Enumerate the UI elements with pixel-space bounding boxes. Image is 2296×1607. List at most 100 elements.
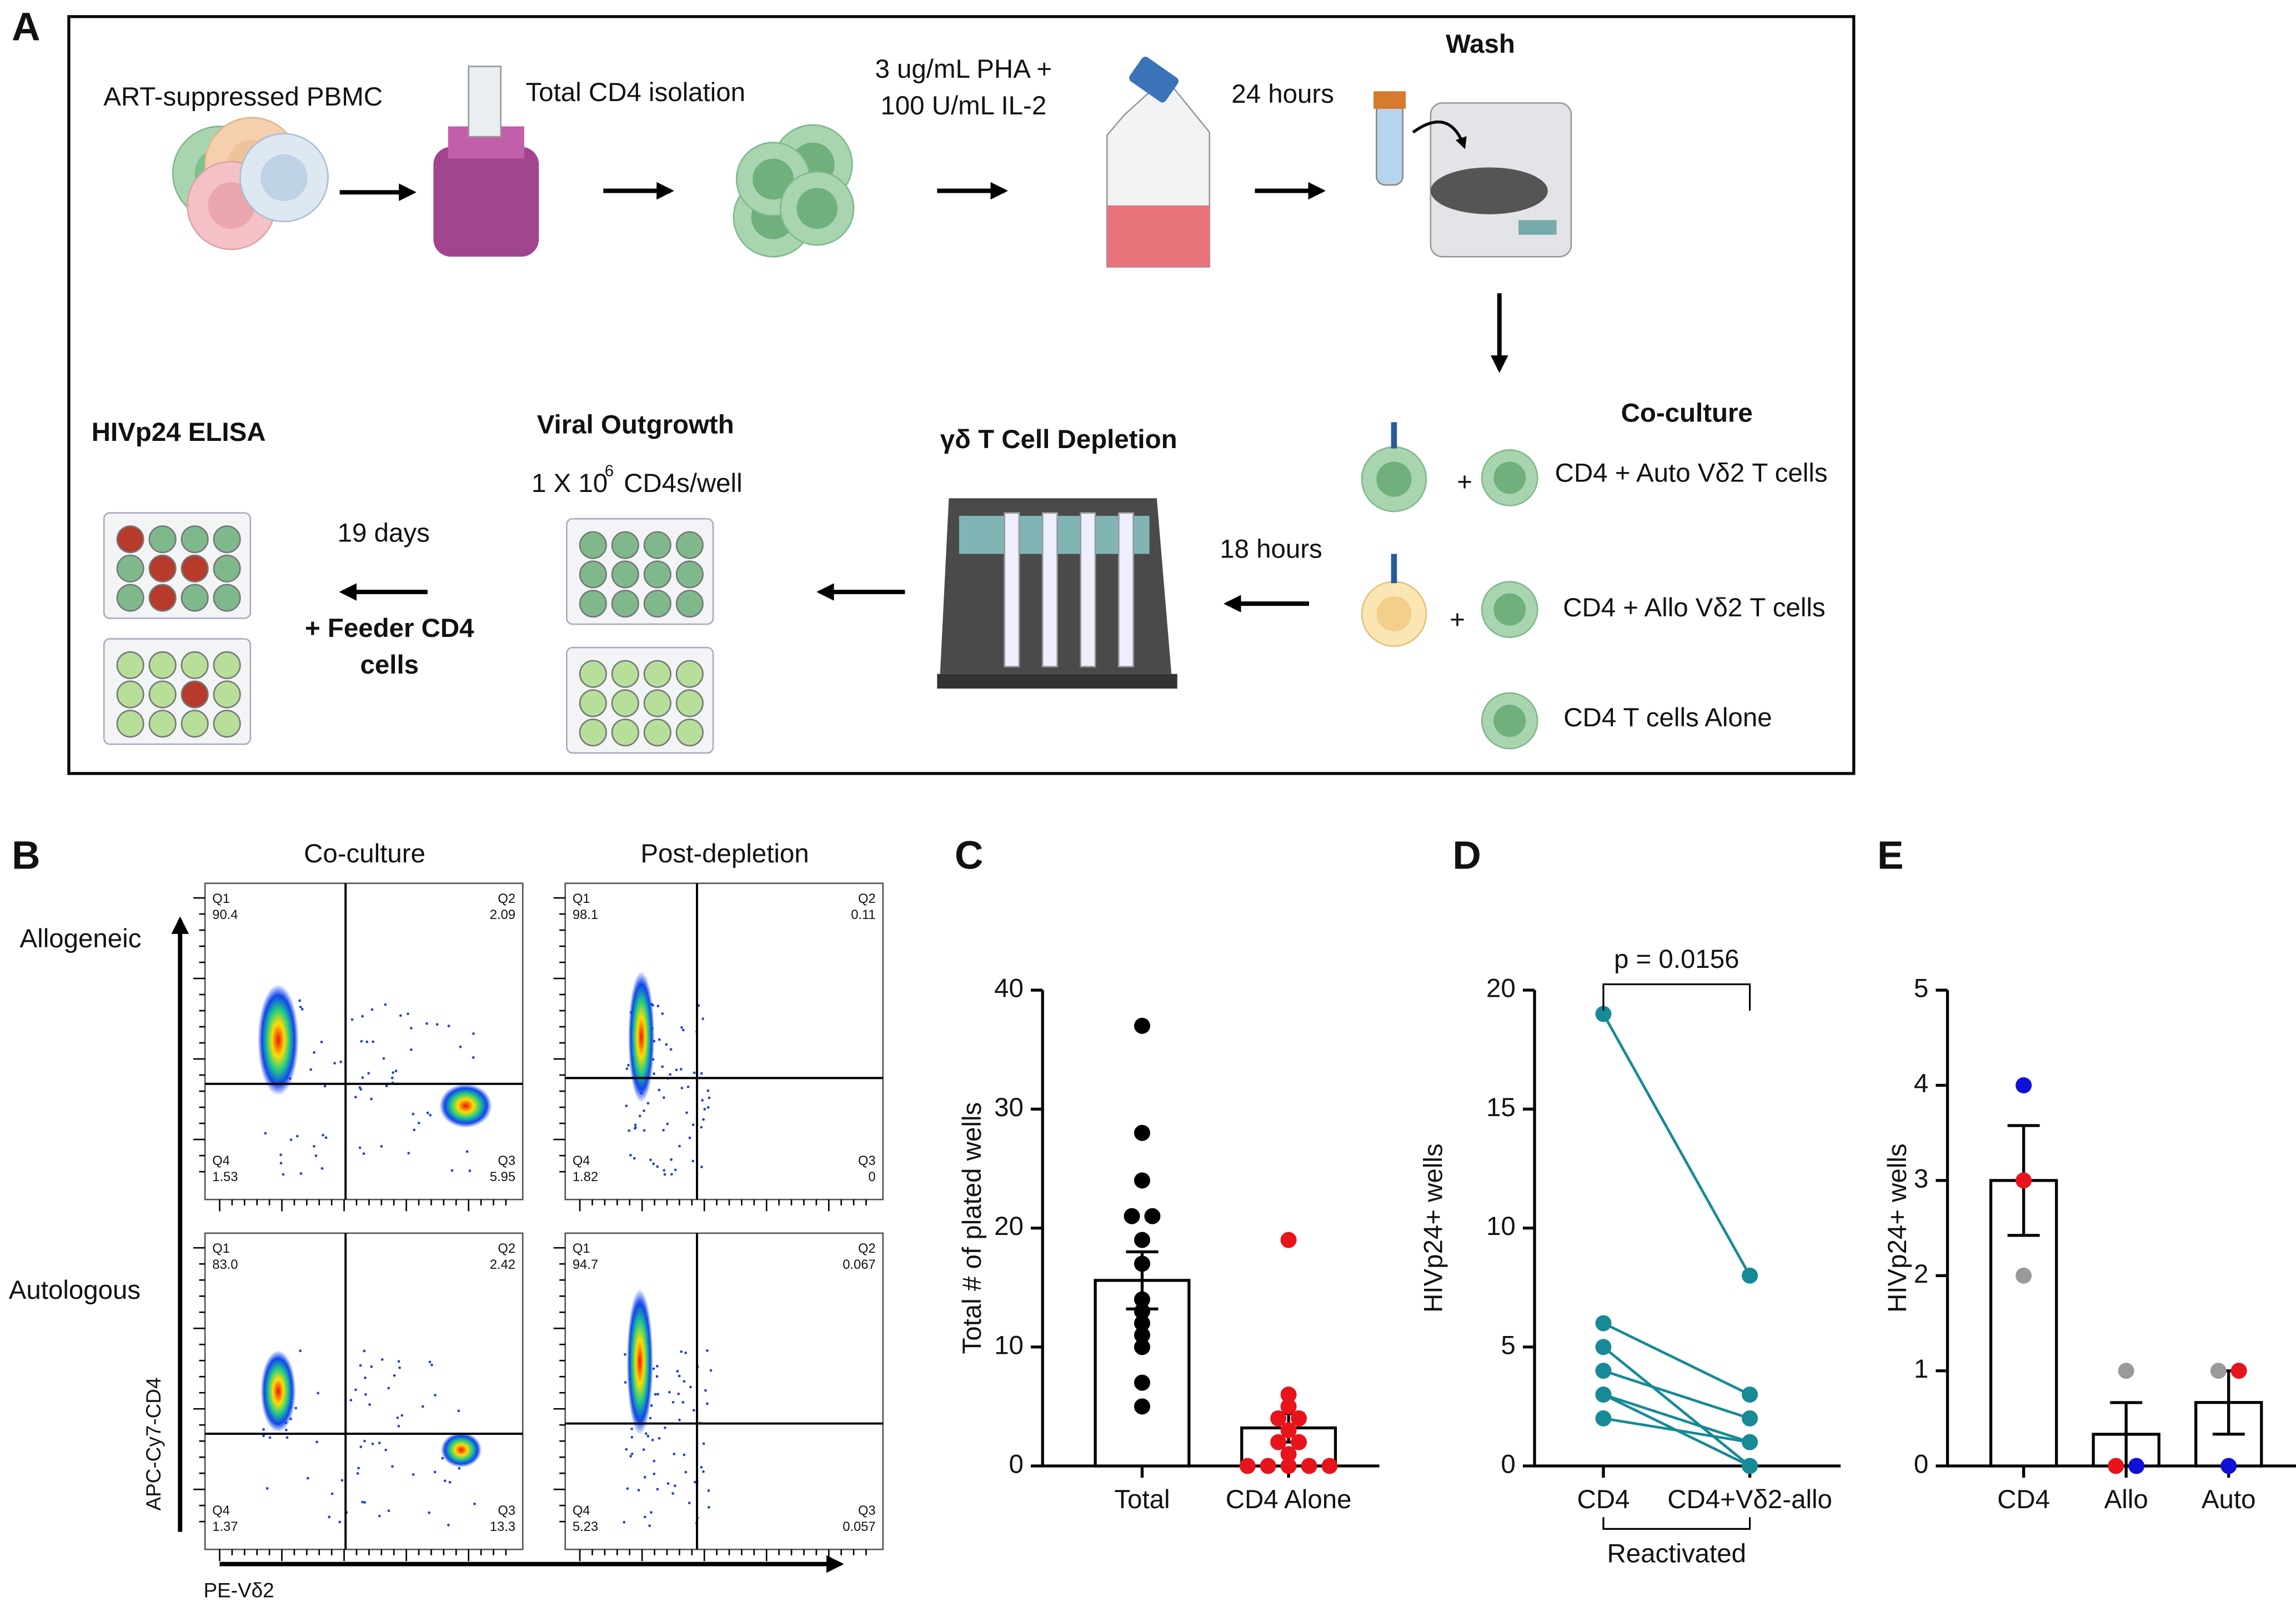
event: [299, 1006, 302, 1008]
data-point: [1291, 1434, 1307, 1450]
panel-label: A: [12, 5, 40, 49]
well: [579, 560, 607, 589]
data-point: [1280, 1232, 1297, 1248]
step-label: 3 ug/mL PHA +: [875, 54, 1052, 84]
event: [658, 1038, 661, 1041]
event: [365, 1040, 369, 1043]
coculture-icons: + +: [1361, 422, 1538, 750]
step-label: ART-suppressed PBMC: [103, 82, 383, 112]
pbmc-icon: [172, 117, 329, 250]
event: [370, 1365, 373, 1368]
data-point: [2016, 1077, 2032, 1094]
well: [675, 560, 704, 589]
step-label: 18 hours: [1220, 535, 1322, 564]
data-point: [1144, 1208, 1161, 1224]
step-label: + Feeder CD4: [305, 614, 474, 643]
data-point: [1595, 1386, 1612, 1403]
event: [669, 1048, 673, 1051]
event: [624, 1353, 626, 1356]
event: [298, 999, 302, 1002]
density: [626, 1288, 653, 1435]
event: [676, 1370, 679, 1373]
axis-label: PE-Vδ2: [203, 1579, 274, 1601]
data-point: [1260, 1458, 1276, 1474]
data-point: [1134, 1124, 1150, 1141]
event: [358, 1146, 362, 1149]
step-label: Wash: [1446, 29, 1515, 59]
well: [643, 531, 671, 559]
well: [643, 689, 671, 717]
data-point: [2016, 1267, 2032, 1284]
event: [666, 1482, 670, 1485]
event: [328, 1515, 331, 1519]
event: [679, 1068, 683, 1071]
event: [372, 1040, 375, 1043]
event: [289, 1138, 293, 1141]
event: [654, 1393, 657, 1396]
y-tick-label: 5: [1501, 1330, 1515, 1360]
quadrant-value: 83.0: [212, 1258, 238, 1272]
well: [116, 680, 144, 709]
well: [181, 525, 209, 554]
y-tick-label: 20: [1486, 974, 1516, 1003]
event: [396, 1416, 399, 1419]
event: [638, 1114, 641, 1118]
event: [625, 1104, 628, 1107]
event: [656, 1488, 659, 1491]
event: [357, 1467, 360, 1470]
data-point: [1134, 1232, 1150, 1248]
step-label: 6: [605, 462, 614, 480]
event: [385, 1084, 388, 1088]
quadrant-name: Q4: [573, 1154, 590, 1168]
event: [268, 1436, 272, 1439]
event: [412, 1473, 415, 1476]
event: [700, 1126, 703, 1129]
event: [309, 1068, 313, 1071]
event: [397, 1424, 400, 1428]
event: [380, 1358, 384, 1361]
data-point: [1270, 1410, 1287, 1427]
significance-bracket: [1602, 983, 1751, 1011]
event: [686, 1085, 690, 1088]
density: [258, 984, 299, 1096]
well: [148, 554, 177, 582]
event: [393, 1374, 396, 1377]
event: [643, 1475, 646, 1479]
data-point: [1134, 1398, 1150, 1415]
event: [650, 1511, 653, 1514]
step-label: CD4 T cells Alone: [1563, 703, 1772, 732]
event: [706, 1106, 710, 1109]
event: [630, 1435, 634, 1439]
event: [701, 1099, 704, 1102]
well: [579, 531, 607, 559]
event: [674, 1168, 677, 1172]
quadrant-name: Q2: [498, 1242, 515, 1256]
event: [692, 1409, 695, 1412]
event: [705, 1402, 709, 1405]
pair-line: [1602, 1013, 1751, 1277]
event: [465, 1150, 469, 1153]
event: [702, 1470, 705, 1473]
well: [675, 531, 704, 559]
data-point: [1595, 1006, 1612, 1022]
quadrant-value: 0.057: [843, 1520, 875, 1534]
row-label: Allogeneic: [20, 924, 142, 953]
well: [675, 719, 704, 747]
event: [428, 1360, 432, 1364]
y-tick-label: 15: [1486, 1093, 1516, 1122]
event: [315, 1440, 318, 1444]
event: [390, 1076, 394, 1079]
event: [370, 1008, 374, 1011]
well: [213, 525, 241, 554]
event: [320, 1041, 323, 1043]
quadrant-value: 5.23: [573, 1520, 598, 1534]
event: [665, 1043, 668, 1046]
well: [148, 584, 177, 612]
event: [279, 1153, 283, 1157]
event: [700, 1465, 703, 1469]
flask-icon: [1106, 57, 1211, 268]
event: [643, 1515, 646, 1519]
event: [413, 1128, 416, 1132]
data-point: [1280, 1422, 1297, 1439]
